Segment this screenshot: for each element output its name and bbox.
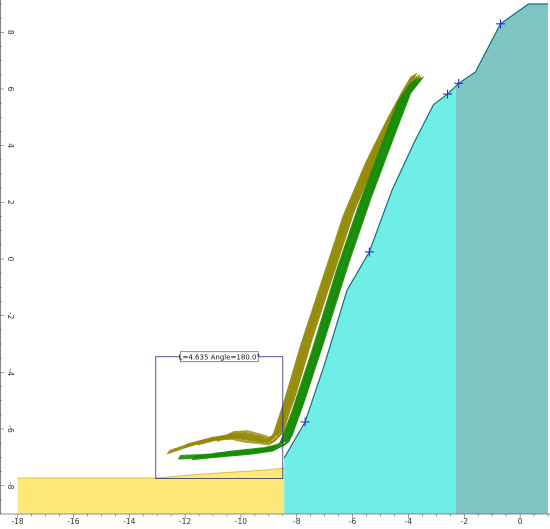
x-tick-label: 0 — [518, 517, 523, 526]
annotation-label-box — [179, 351, 259, 363]
slope-profile-line — [283, 3, 548, 459]
y-tick-label: -4 — [6, 369, 15, 377]
slope-profile-layer — [283, 3, 548, 459]
x-tick-label: -6 — [349, 517, 357, 526]
annotation-layer: L=4.635 Angle=180.0° — [155, 351, 284, 479]
y-tick-label: 6 — [6, 87, 15, 92]
y-tick-label: 4 — [6, 143, 15, 148]
green-trajectory-3-4 — [227, 76, 424, 453]
y-tick-label: -2 — [6, 312, 15, 320]
x-tick-label: -8 — [293, 517, 301, 526]
point-marker — [443, 89, 452, 99]
x-tick-label: -18 — [11, 517, 23, 526]
olive-trajectory-3-2 — [167, 76, 414, 453]
markers-layer — [300, 19, 506, 427]
point-marker — [300, 417, 310, 427]
yellow-ground-region — [17, 468, 285, 514]
olive-trajectory-3-0 — [166, 78, 411, 455]
x-tick-label: -10 — [235, 517, 247, 526]
y-tick-label: 0 — [6, 257, 15, 262]
green-trajectory-2-0 — [178, 83, 411, 460]
cyan-slope-region — [284, 86, 456, 514]
y-tick-label: -8 — [6, 482, 15, 490]
x-tick-label: -16 — [67, 517, 79, 526]
green-trajectory-3-2 — [226, 78, 422, 454]
y-tick-label: -6 — [6, 425, 15, 433]
x-tick-label: -12 — [179, 517, 191, 526]
green-trajectory-2-3 — [179, 80, 415, 458]
x-tick-label: -4 — [405, 517, 413, 526]
green-trajectory-2-4 — [179, 79, 416, 457]
annotation-box — [155, 356, 284, 479]
y-tick-label: 8 — [6, 30, 15, 35]
olive-trajectory-3-1 — [167, 77, 412, 454]
point-marker — [496, 19, 506, 29]
green-trajectory-3-0 — [225, 79, 420, 456]
green-trajectory-3-1 — [225, 79, 421, 455]
olive-trajectory-3-3 — [168, 75, 415, 452]
regions-layer — [17, 4, 548, 514]
green-trajectory-2-2 — [178, 81, 414, 458]
green-trajectory-3-3 — [226, 77, 423, 454]
x-tick-label: -14 — [123, 517, 135, 526]
teal-slope-region — [455, 4, 548, 514]
trajectories-layer — [166, 72, 424, 461]
green-trajectory-2-1 — [178, 82, 413, 459]
y-tick-label: 2 — [6, 200, 15, 205]
yellow-ground-edge — [17, 467, 285, 479]
x-tick-label: -2 — [461, 517, 469, 526]
olive-trajectory-3-4 — [168, 74, 416, 451]
point-marker — [364, 247, 374, 257]
point-marker — [454, 78, 464, 88]
annotation-label: L=4.635 Angle=180.0° — [179, 353, 260, 361]
